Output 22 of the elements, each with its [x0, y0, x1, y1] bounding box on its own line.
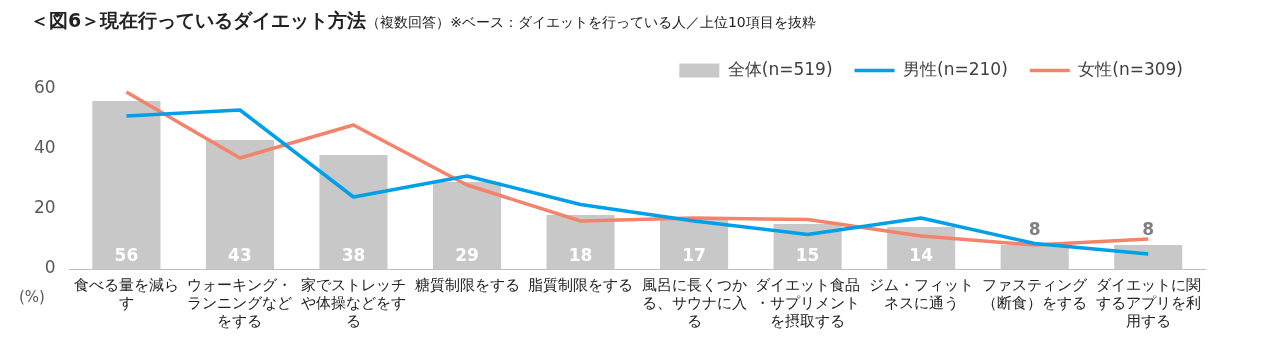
x-tick-label: 風呂に長くつかる、サウナに入る	[641, 275, 747, 330]
y-tick-label: 40	[33, 137, 56, 158]
chart-title: ＜図6＞現在行っているダイエット方法	[30, 9, 367, 31]
x-tick-label: ダイエット食品・サプリメントを摂取する	[755, 275, 861, 330]
x-tick-label: 家でストレッチや体操などをする	[300, 275, 406, 330]
y-axis-title: (%)	[19, 288, 45, 307]
x-tick-label: ダイエットに関するアプリを利用する	[1095, 275, 1201, 330]
x-tick-label: ジム・フィットネスに通う	[868, 275, 974, 312]
x-tick-label: 脂質制限をする	[528, 275, 634, 294]
y-tick-label: 20	[33, 197, 56, 218]
chart-subtitle: （複数回答）※ベース：ダイエットを行っている人／上位10項目を抜粋	[366, 14, 816, 30]
legend-label: 女性(n=309)	[1078, 58, 1183, 79]
x-tick-label: 糖質制限をする	[414, 275, 520, 294]
x-tick-label: ウォーキング・ランニングなどをする	[187, 275, 293, 330]
y-tick-label: 60	[33, 77, 56, 98]
legend-label: 全体(n=519)	[727, 58, 833, 79]
data-label: 8	[1142, 218, 1155, 239]
x-tick-label: ファスティング（断食）をする	[982, 275, 1089, 312]
x-tick-label: 食べる量を減らす	[73, 275, 179, 312]
y-tick-label: 0	[44, 257, 56, 278]
legend-label: 男性(n=210)	[903, 58, 1008, 79]
data-label: 8	[1028, 218, 1041, 239]
